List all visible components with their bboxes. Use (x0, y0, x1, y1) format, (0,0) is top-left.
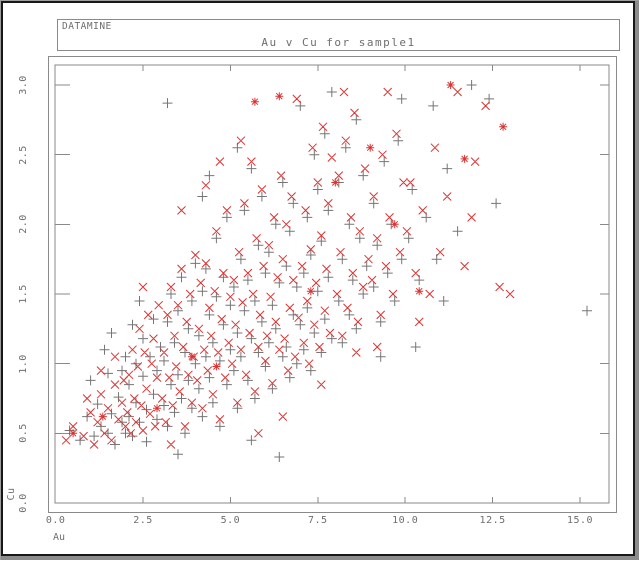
cross-markers (61, 87, 515, 449)
x-tick-label: 7.5 (308, 515, 328, 526)
y-tick-label: 0.0 (18, 493, 29, 513)
x-tick-label: 5.0 (220, 515, 241, 526)
header-box: DATAMINE Au v Cu for sample1 (57, 19, 620, 51)
y-tick-label: 2.5 (18, 144, 29, 165)
y-tick-label: 0.5 (18, 423, 29, 444)
x-axis-title: Au (53, 532, 66, 543)
x-tick-label: 0.0 (45, 515, 66, 526)
y-tick-label: 2.0 (18, 214, 29, 235)
plot-frame (54, 64, 610, 504)
x-tick-label: 10.0 (392, 515, 419, 526)
y-tick-label: 3.0 (18, 75, 29, 95)
x-tick-label: 15.0 (566, 515, 594, 526)
y-axis-title: Cu (6, 487, 17, 501)
app-title: DATAMINE (62, 21, 112, 32)
y-tick-label: 1.5 (18, 284, 29, 304)
y-tick-label: 1.0 (18, 353, 29, 374)
star-markers (69, 81, 508, 438)
x-tick-label: 12.5 (479, 515, 506, 526)
chart-outer-box (48, 56, 617, 513)
chart-title: Au v Cu for sample1 (261, 36, 416, 49)
x-tick-label: 2.5 (133, 515, 153, 526)
axis-ticks (55, 65, 609, 503)
